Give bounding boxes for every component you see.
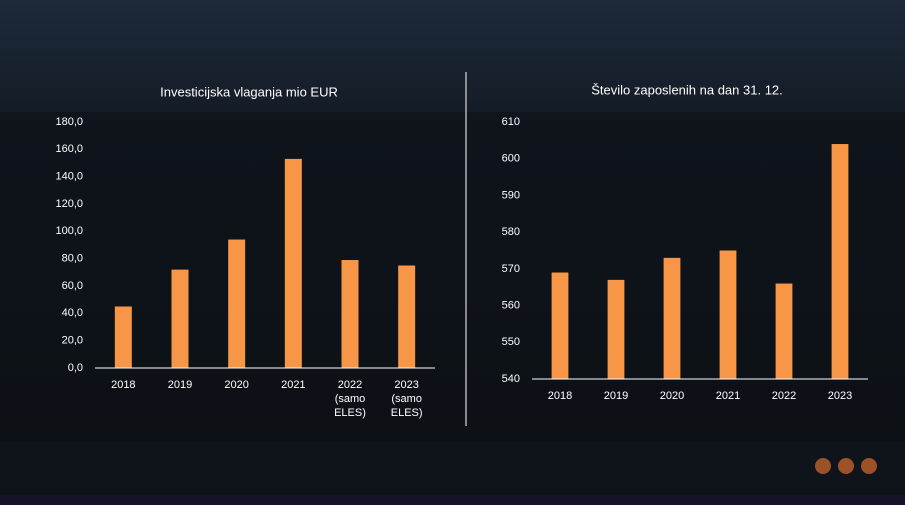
x-tick-label: 2019 <box>168 379 192 391</box>
x-tick-label: 2023 (samo ELES) <box>391 379 423 419</box>
chart-title: Investicijska vlaganja mio EUR <box>160 84 338 99</box>
bar <box>663 257 681 379</box>
y-tick-label: 40,0 <box>62 307 83 319</box>
bottom-strip <box>0 495 905 505</box>
y-tick-label: 160,0 <box>55 143 83 155</box>
bar <box>114 306 132 368</box>
chart-panel: Število zaposlenih na dan 31. 12. 540 550 5… <box>502 82 868 402</box>
backdrop-band <box>0 112 905 442</box>
y-tick-label: 0,0 <box>68 362 83 374</box>
x-tick-label: 2018 <box>548 390 572 402</box>
y-tick-label: 610 <box>502 116 520 128</box>
bar <box>551 272 569 379</box>
x-tick-label: 2020 <box>224 379 248 391</box>
chart-panel: Investicijska vlaganja mio EUR 0,0 20,0 40,… <box>55 84 435 419</box>
y-tick-label: 600 <box>502 153 520 165</box>
x-tick-label: 2021 <box>716 390 740 402</box>
bar <box>831 144 849 379</box>
x-tick-label: 2020 <box>660 390 684 402</box>
y-tick-label: 180,0 <box>55 116 83 128</box>
y-tick-label: 60,0 <box>62 280 83 292</box>
bar <box>775 283 793 379</box>
chart-title: Število zaposlenih na dan 31. 12. <box>591 82 783 97</box>
y-tick-label: 80,0 <box>62 253 83 265</box>
bar <box>228 239 246 368</box>
bar <box>284 158 302 368</box>
y-tick-label: 550 <box>502 336 520 348</box>
y-tick-label: 590 <box>502 189 520 201</box>
x-tick-label: 2022 (samo ELES) <box>334 379 366 419</box>
x-tick-label: 2019 <box>604 390 628 402</box>
y-tick-label: 100,0 <box>55 225 83 237</box>
logo-icons <box>815 458 877 474</box>
bar <box>607 279 625 379</box>
x-tick-label: 2021 <box>281 379 305 391</box>
y-tick-label: 540 <box>502 373 520 385</box>
x-tick-label: 2022 <box>772 390 796 402</box>
y-tick-label: 570 <box>502 263 520 275</box>
y-tick-label: 560 <box>502 299 520 311</box>
y-tick-label: 140,0 <box>55 171 83 183</box>
y-tick-label: 580 <box>502 226 520 238</box>
bar <box>719 250 737 379</box>
bar <box>171 269 189 368</box>
x-tick-label: 2018 <box>111 379 135 391</box>
x-tick-label: 2023 <box>828 390 852 402</box>
y-tick-label: 120,0 <box>55 198 83 210</box>
y-tick-label: 20,0 <box>62 335 83 347</box>
bar <box>341 260 359 368</box>
bar <box>398 265 416 368</box>
